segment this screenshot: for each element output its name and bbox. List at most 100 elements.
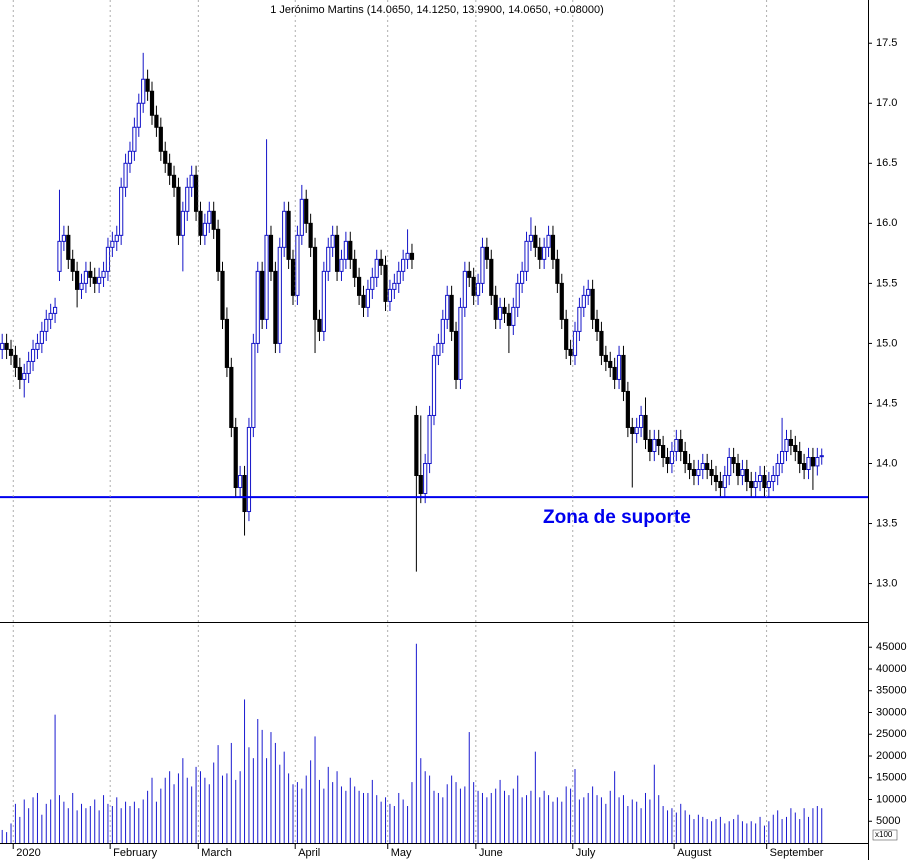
candle-body — [489, 258, 494, 296]
volume-bar — [10, 823, 12, 843]
volume-bar — [50, 799, 52, 843]
candle-body — [374, 258, 379, 278]
candle-body — [132, 126, 137, 152]
volume-bar — [552, 801, 554, 843]
candle-body — [379, 258, 384, 266]
volume-bar — [23, 799, 25, 843]
volume-bar — [737, 814, 739, 843]
candle-body — [599, 330, 604, 356]
candle-body — [149, 90, 155, 116]
candle-body — [83, 270, 89, 284]
volume-bar — [19, 816, 21, 843]
candle-body — [88, 270, 93, 278]
volume-bar — [301, 788, 303, 843]
volume-bar — [711, 821, 713, 843]
candle-body — [352, 258, 357, 278]
candle-body — [44, 318, 49, 332]
candle-body — [4, 342, 9, 350]
volume-bar — [248, 747, 250, 843]
candle-body — [127, 150, 133, 164]
candle-body — [158, 126, 163, 152]
volume-bar — [596, 795, 598, 843]
volume-bar — [583, 797, 585, 843]
y-tick-label: 14.5 — [876, 397, 897, 409]
candle-body — [449, 294, 454, 332]
volume-bar — [151, 777, 153, 843]
candle-body — [687, 462, 692, 471]
volume-bar — [508, 795, 510, 843]
volume-bar — [689, 814, 691, 843]
x-tick-label: April — [298, 847, 320, 859]
volume-bar — [257, 719, 259, 843]
candle-body — [815, 456, 820, 467]
volume-bar — [671, 808, 673, 843]
volume-bar — [512, 788, 514, 843]
candle-body — [286, 210, 291, 260]
volume-bar — [208, 784, 210, 843]
candle-body — [572, 330, 578, 356]
volume-bar — [332, 782, 334, 843]
candle-body — [511, 306, 516, 326]
volume-bar — [261, 729, 263, 843]
candle-body — [771, 475, 776, 483]
volume-bar — [120, 808, 122, 843]
candle-body — [136, 102, 141, 128]
candle-body — [753, 481, 758, 489]
candle-body — [775, 462, 780, 477]
candle-body — [749, 481, 754, 489]
volume-bar — [133, 801, 135, 843]
volume-bar — [376, 795, 378, 843]
volume-bar — [125, 801, 127, 843]
volume-bar — [653, 764, 655, 843]
candle-body — [370, 276, 375, 290]
volume-bar — [614, 771, 616, 843]
candle-body — [652, 438, 657, 452]
volume-bar — [609, 790, 611, 843]
y-tick-label: 40000 — [876, 663, 907, 675]
volume-bar — [473, 782, 475, 843]
volume-bar — [768, 821, 770, 843]
volume-bar — [733, 819, 735, 843]
candle-body — [48, 312, 53, 320]
candle-body — [185, 186, 190, 212]
volume-bar — [305, 775, 307, 843]
candle-body — [392, 282, 397, 290]
candle-body — [255, 270, 260, 344]
volume-bar — [644, 792, 646, 843]
volume-bar — [327, 766, 329, 843]
volume-bar — [288, 773, 290, 843]
volume-bar — [530, 790, 532, 843]
candle-body — [669, 450, 675, 464]
volume-bar — [116, 797, 118, 843]
volume-bar — [468, 732, 470, 843]
candle-body — [66, 234, 71, 260]
candle-body — [238, 475, 243, 489]
volume-bar — [279, 764, 281, 843]
volume-bar — [622, 795, 624, 843]
candle-body — [643, 414, 648, 440]
volume-bar — [477, 790, 479, 843]
candle-body — [405, 252, 410, 260]
volume-bar — [640, 808, 642, 843]
volume-bar — [244, 699, 246, 843]
volume-bar — [486, 797, 488, 843]
y-tick-label: 16.5 — [876, 157, 897, 169]
volume-bar — [790, 808, 792, 843]
volume-bar — [345, 790, 347, 843]
support-label: Zona de suporte — [543, 507, 691, 528]
candle-body — [621, 354, 626, 392]
candle-body — [661, 444, 666, 458]
candle-body — [141, 78, 146, 104]
candle-body — [260, 270, 265, 320]
candle-body — [409, 252, 415, 260]
candle-body — [445, 294, 450, 320]
volume-bar — [36, 792, 38, 843]
candle-body — [586, 288, 591, 296]
volume-bar — [561, 801, 563, 843]
volume-bar — [415, 643, 417, 843]
candle-body — [334, 234, 340, 272]
candle-body — [616, 354, 622, 380]
candle-body — [167, 162, 172, 176]
candle-body — [656, 438, 661, 446]
x-tick-label: May — [391, 847, 412, 859]
